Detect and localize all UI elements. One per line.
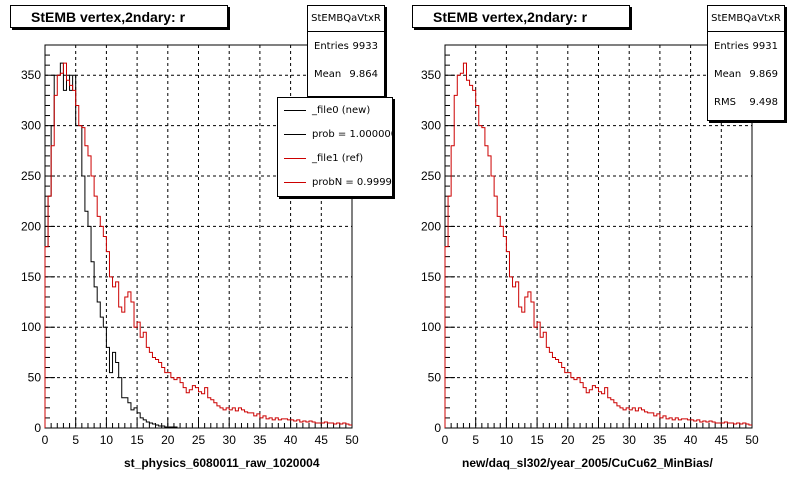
legend-swatch-prob — [284, 133, 306, 135]
right-x-tick-label: 25 — [592, 433, 606, 447]
legend-label-file0: _file0 (new) — [312, 104, 371, 116]
left-x-tick-label: 20 — [161, 433, 175, 447]
left-x-tick-label: 25 — [192, 433, 206, 447]
left-y-tick-label: 300 — [21, 119, 41, 133]
left-x-tick-label: 0 — [42, 433, 49, 447]
right-y-tick-label: 300 — [421, 119, 441, 133]
right-x-tick-label: 20 — [561, 433, 575, 447]
left-x-axis-title: st_physics_6080011_raw_1020004 — [124, 456, 320, 470]
left-x-tick-label: 35 — [253, 433, 267, 447]
left-panel-title: StEMB vertex,2ndary: r — [10, 5, 228, 28]
left-x-tick-label: 30 — [223, 433, 237, 447]
right-stats-box: StEMBQaVtxR Entries 9931 Mean 9.869 RMS … — [707, 5, 785, 121]
right-x-tick-label: 15 — [530, 433, 544, 447]
right-panel-title: StEMB vertex,2ndary: r — [412, 5, 630, 28]
right-stats-mean-row: Mean 9.869 — [708, 60, 784, 88]
legend-entry-file1: _file1 (ref) — [278, 146, 392, 170]
right-y-tick-label: 100 — [421, 320, 441, 334]
left-y-tick-label: 350 — [21, 68, 41, 82]
right-stats-entries-label: Entries — [714, 40, 749, 52]
left-panel-title-text: StEMB vertex,2ndary: r — [31, 8, 186, 25]
left-histogram-panel: 0 5 10 15 20 25 30 35 40 45 50 0 50 100 150 200 250 300 35… — [21, 44, 359, 447]
left-x-tick-label: 5 — [72, 433, 79, 447]
right-x-axis-title: new/daq_sl302/year_2005/CuCu62_MinBias/ — [462, 456, 713, 470]
legend-label-probn: probN = 0.999992 — [312, 176, 392, 188]
left-x-tick-label: 15 — [130, 433, 144, 447]
left-y-tick-label: 50 — [28, 371, 42, 385]
right-panel-title-text: StEMB vertex,2ndary: r — [433, 8, 588, 25]
legend-entry-file0: _file0 (new) — [278, 98, 392, 122]
left-y-tick-label: 150 — [21, 270, 41, 284]
right-stats-mean-label: Mean — [714, 68, 742, 80]
left-y-tick-label: 250 — [21, 169, 41, 183]
left-legend: _file0 (new) prob = 1.000000 _file1 (ref… — [277, 97, 393, 197]
legend-entry-probn: probN = 0.999992 — [278, 170, 392, 194]
right-y-tick-label: 350 — [421, 68, 441, 82]
right-x-tick-label: 5 — [472, 433, 479, 447]
legend-entry-prob: prob = 1.000000 — [278, 122, 392, 146]
right-y-tick-label: 150 — [421, 270, 441, 284]
legend-swatch-probn — [284, 181, 306, 183]
right-y-tick-label: 0 — [434, 421, 441, 435]
right-stats-mean-value: 9.869 — [749, 68, 778, 80]
right-stats-rms-value: 9.498 — [749, 96, 778, 108]
right-x-tick-label: 50 — [745, 433, 759, 447]
right-x-tick-label: 30 — [623, 433, 637, 447]
left-y-tick-label: 200 — [21, 219, 41, 233]
right-x-tick-label: 45 — [715, 433, 729, 447]
right-y-tick-label: 250 — [421, 169, 441, 183]
right-x-tick-label: 0 — [442, 433, 449, 447]
right-x-tick-label: 35 — [653, 433, 667, 447]
right-stats-name: StEMBQaVtxR — [708, 6, 784, 32]
left-y-tick-label: 0 — [34, 421, 41, 435]
left-series-file1-ref — [44, 62, 352, 428]
left-x-tick-label: 40 — [284, 433, 298, 447]
right-x-tick-label: 40 — [684, 433, 698, 447]
right-x-tick-label: 10 — [500, 433, 514, 447]
left-x-tick-label: 10 — [100, 433, 114, 447]
right-y-tick-label: 200 — [421, 219, 441, 233]
left-stats-entries-label: Entries — [314, 40, 349, 52]
right-stats-entries-value: 9931 — [752, 40, 778, 52]
left-stats-mean-value: 9.864 — [349, 68, 378, 80]
right-stats-rms-row: RMS 9.498 — [708, 88, 784, 116]
left-y-tick-label: 100 — [21, 320, 41, 334]
left-stats-mean-row: Mean 9.864 — [308, 60, 384, 88]
right-stats-entries-row: Entries 9931 — [708, 32, 784, 60]
legend-label-file1: _file1 (ref) — [312, 152, 364, 164]
legend-label-prob: prob = 1.000000 — [312, 128, 393, 140]
legend-swatch-file1 — [284, 157, 306, 159]
left-x-tick-label: 50 — [345, 433, 359, 447]
right-histogram-panel: 0 5 10 15 20 25 30 35 40 45 50 0 50 100 150 200 250 300 35… — [421, 44, 759, 447]
left-stats-name: StEMBQaVtxR — [308, 6, 384, 32]
right-series-file1-ref — [444, 62, 752, 428]
left-stats-entries-row: Entries 9933 — [308, 32, 384, 60]
right-y-tick-label: 50 — [428, 371, 442, 385]
right-stats-rms-label: RMS — [714, 96, 736, 108]
left-stats-box: StEMBQaVtxR Entries 9933 Mean 9.864 — [307, 5, 385, 97]
left-series-file0-new — [44, 62, 352, 429]
left-stats-mean-label: Mean — [314, 68, 342, 80]
legend-swatch-file0 — [284, 109, 306, 111]
left-stats-entries-value: 9933 — [352, 40, 378, 52]
left-x-tick-label: 45 — [315, 433, 329, 447]
